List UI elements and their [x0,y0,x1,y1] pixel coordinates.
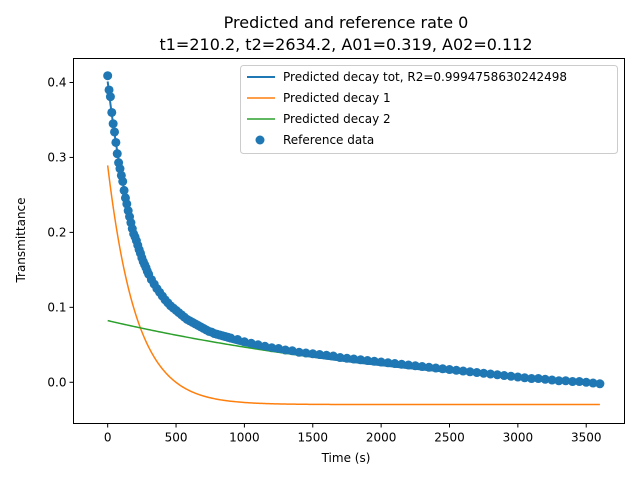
axis-ticks: 0 500 1000 1500 2000 2500 3000 3500 0.0 0.1 0.2 0.3… [47,75,601,444]
legend-swatch-reference [255,135,265,145]
y-tick-label: 0.0 [47,375,66,389]
y-tick-label: 0.4 [47,75,66,89]
legend-box [240,65,618,154]
legend-label-decay2: Predicted decay 2 [283,112,391,126]
x-tick-label: 3000 [503,431,534,445]
reference-point [103,71,113,81]
y-tick-label: 0.2 [47,225,66,239]
x-tick-label: 1500 [297,431,328,445]
x-tick-label: 500 [165,431,188,445]
legend-label-tot: Predicted decay tot, R2=0.99947586302424… [283,70,567,84]
reference-point [595,379,605,389]
x-tick-label: 2000 [366,431,397,445]
plot-frame [73,58,625,424]
legend: Predicted decay tot, R2=0.99947586302424… [240,65,618,154]
line-predicted-decay-tot [106,81,600,385]
x-axis-label: Time (s) [321,451,371,465]
chart-title-line2: t1=210.2, t2=2634.2, A01=0.319, A02=0.11… [159,35,532,54]
x-tick-label: 2500 [434,431,465,445]
y-tick-label: 0.1 [47,300,66,314]
y-tick-label: 0.3 [47,150,66,164]
chart-title-line1: Predicted and reference rate 0 [224,13,469,32]
legend-label-reference: Reference data [283,133,374,147]
legend-label-decay1: Predicted decay 1 [283,91,391,105]
plot-area [103,71,605,406]
y-axis-label: Transmittance [14,197,28,283]
x-tick-label: 0 [104,431,112,445]
line-predicted-decay-1 [106,165,600,406]
x-tick-label: 1000 [229,431,260,445]
x-tick-label: 3500 [571,431,602,445]
